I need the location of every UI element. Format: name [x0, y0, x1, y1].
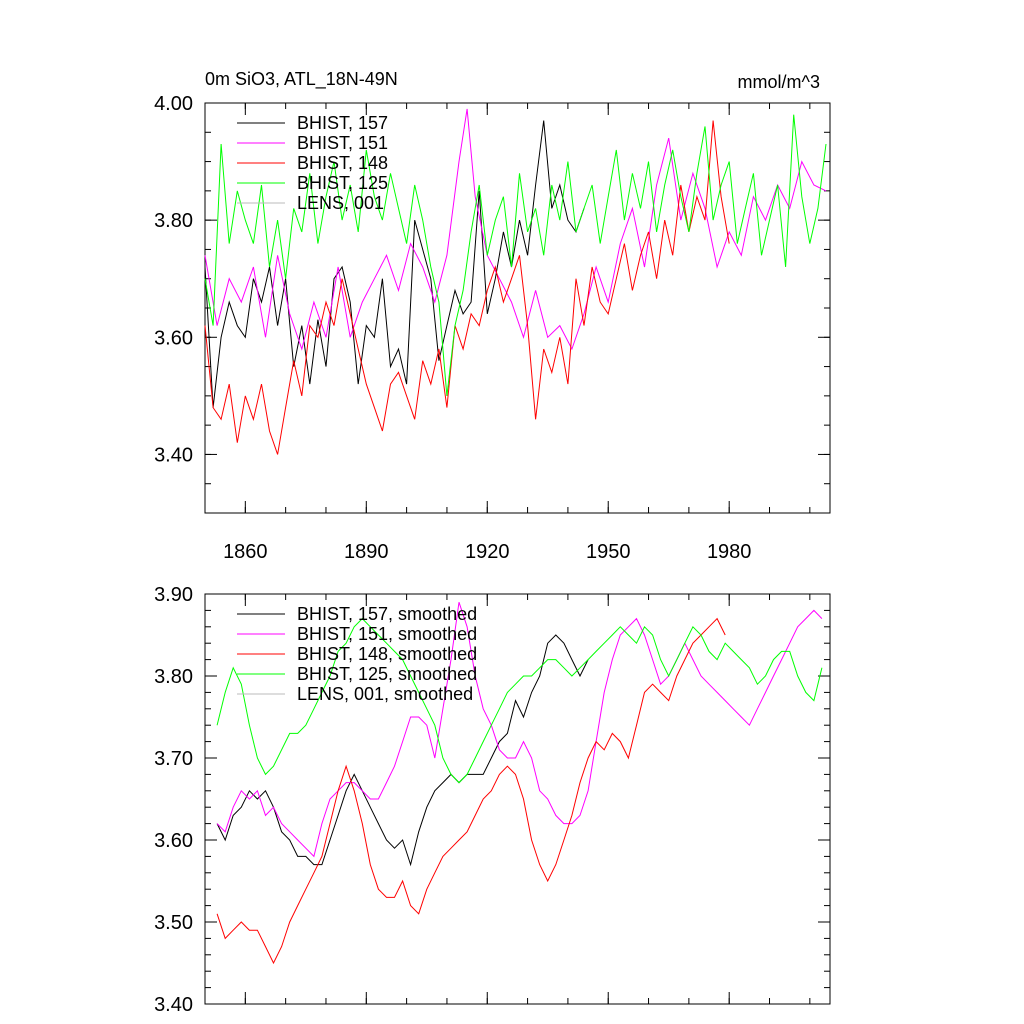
bottom-y-tick-label: 3.40	[154, 994, 193, 1016]
bottom-y-tick-label: 3.50	[154, 912, 193, 934]
bottom-series-group	[216, 602, 823, 965]
top-series-group	[204, 108, 827, 455]
top-axis-ticks: 3.40 3.60 3.80 4.00 1860 1890 1920 1950 1980	[154, 93, 830, 563]
bottom-series-line-2	[216, 617, 726, 965]
top-x-tick-label: 1980	[707, 541, 752, 563]
top-y-tick-label: 3.60	[154, 327, 193, 349]
bottom-series-line-3	[216, 617, 823, 784]
top-series-line-3	[204, 114, 827, 396]
top-legend-label-3: BHIST, 125	[297, 173, 388, 193]
top-panel: 0m SiO3, ATL_18N-49N mmol/m^3 3.403.603.…	[154, 69, 831, 563]
top-x-tick-label: 1950	[586, 541, 631, 563]
top-x-tick-label: 1920	[465, 541, 510, 563]
top-series-line-1	[204, 108, 827, 351]
top-series-line-2	[204, 120, 730, 455]
bottom-panel: 3.40 3.50 3.60 3.70 3.80 3.90 BHIST, 157, smo…	[154, 584, 831, 1016]
bottom-legend-label-0: BHIST, 157, smoothed	[297, 604, 477, 624]
bottom-series-line-0	[216, 634, 589, 867]
top-legend-label-1: BHIST, 151	[297, 133, 388, 153]
top-y-tick-label: 3.80	[154, 210, 193, 232]
top-legend-label-2: BHIST, 148	[297, 153, 388, 173]
top-y-tick-label: 3.40	[154, 444, 193, 466]
bottom-plot-frame	[204, 593, 831, 1005]
top-series-line-0	[204, 120, 585, 408]
bottom-legend-label-2: BHIST, 148, smoothed	[297, 644, 477, 664]
bottom-y-tick-label: 3.70	[154, 748, 193, 770]
bottom-y-tick-label: 3.90	[154, 584, 193, 606]
top-x-tick-label: 1860	[223, 541, 268, 563]
top-panel-units: mmol/m^3	[738, 72, 820, 92]
bottom-legend-label-3: BHIST, 125, smoothed	[297, 664, 477, 684]
top-panel-title: 0m SiO3, ATL_18N-49N	[205, 69, 398, 90]
bottom-y-tick-label: 3.60	[154, 830, 193, 852]
top-legend-label-4: LENS, 001	[297, 193, 384, 213]
bottom-y-tick-label: 3.80	[154, 666, 193, 688]
top-x-tick-label: 1890	[344, 541, 389, 563]
bottom-axis-ticks: 3.40 3.50 3.60 3.70 3.80 3.90	[154, 584, 830, 1016]
top-legend-label-0: BHIST, 157	[297, 113, 388, 133]
bottom-legend-label-1: BHIST, 151, smoothed	[297, 624, 477, 644]
top-y-tick-label: 4.00	[154, 93, 193, 115]
bottom-series-line-1	[216, 602, 823, 858]
bottom-legend-label-4: LENS, 001, smoothed	[297, 684, 473, 704]
